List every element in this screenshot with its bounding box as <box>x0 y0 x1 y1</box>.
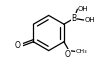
Text: OH: OH <box>84 17 95 23</box>
Text: CH₃: CH₃ <box>76 49 87 54</box>
Text: O: O <box>65 50 71 59</box>
Text: O: O <box>15 41 21 50</box>
Text: OH: OH <box>78 6 89 12</box>
Text: B: B <box>71 14 77 23</box>
